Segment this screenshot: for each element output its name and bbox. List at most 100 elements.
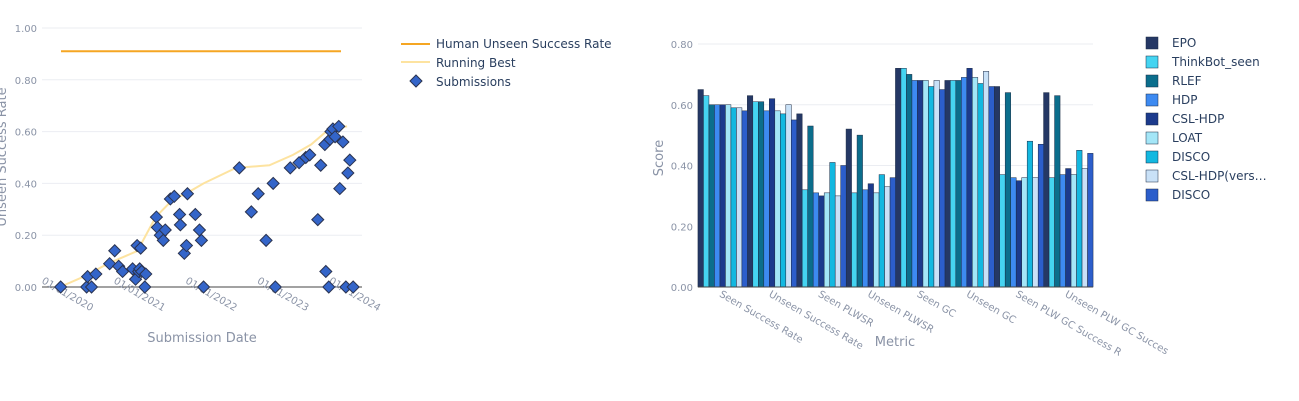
submission-point (259, 233, 273, 248)
bar (845, 128, 852, 288)
scatter-legend: Human Unseen Success Rate Running Best Sub… (401, 37, 612, 89)
x-tick-label: Seen Success Rate (717, 289, 804, 346)
bar (823, 192, 830, 288)
submission-point (194, 233, 209, 248)
bar (878, 174, 885, 288)
legend-label-human: Human Unseen Success Rate (436, 37, 612, 51)
submission-point (303, 148, 317, 162)
submission-point (179, 238, 194, 253)
bar (983, 71, 990, 288)
bar (950, 80, 957, 288)
bar (769, 98, 776, 288)
bar (895, 68, 902, 288)
submission-point (102, 256, 117, 271)
bar (1015, 180, 1022, 288)
bar (697, 89, 704, 288)
bar (758, 101, 765, 288)
submission-point (89, 267, 103, 281)
bar (911, 80, 918, 288)
x-tick-label: Unseen Success Rate (767, 289, 865, 352)
legend-swatch (1145, 36, 1159, 50)
bar (1010, 177, 1017, 288)
submission-point (158, 223, 172, 237)
legend-label-running-best: Running Best (436, 56, 516, 70)
bar (752, 101, 759, 288)
submission-point (332, 119, 346, 134)
legend-swatch (1145, 150, 1159, 164)
submission-point (192, 223, 207, 237)
submission-point (133, 241, 148, 255)
bar (1070, 174, 1077, 288)
y-tick-label: 0.80 (671, 40, 693, 51)
submission-point (341, 166, 355, 180)
bar (1043, 92, 1050, 288)
x-tick-label: 01/01/2024 (327, 276, 382, 314)
bar (999, 174, 1006, 288)
x-tick-label: 01/01/2023 (255, 276, 310, 314)
y-tick-label: 0.00 (15, 283, 37, 294)
bar (834, 195, 841, 288)
bar (939, 89, 946, 288)
submission-point (232, 161, 247, 175)
legend-swatch (1145, 169, 1159, 183)
bar (988, 86, 995, 288)
submission-point (139, 267, 153, 281)
x-tick-label: Unseen GC (964, 289, 1018, 326)
bar (972, 77, 979, 288)
legend-label: DISCO (1172, 150, 1210, 164)
legend-label: DISCO (1172, 188, 1210, 202)
bar (1081, 168, 1088, 288)
submission-point (333, 181, 347, 196)
submission-point (53, 280, 68, 294)
bar (801, 189, 808, 288)
bar (1054, 95, 1061, 288)
bar (818, 195, 825, 288)
bar (763, 110, 770, 288)
legend-label: EPO (1172, 36, 1196, 50)
y-tick-label: 0.20 (15, 231, 37, 242)
submission-point (268, 280, 283, 294)
y-axis-title: Unseen Success Rate (0, 87, 10, 226)
submission-point (173, 218, 188, 232)
y-tick-label: 0.60 (671, 101, 693, 112)
bar (906, 74, 913, 288)
bar (747, 95, 754, 288)
bar (829, 162, 836, 288)
y-tick-label: 0.80 (15, 76, 37, 87)
x-axis-title: Metric (875, 335, 915, 350)
submission-point (322, 280, 336, 294)
bar (840, 165, 847, 288)
bar (867, 183, 874, 288)
submission-point (177, 246, 192, 261)
bar (851, 192, 858, 288)
bar (736, 107, 743, 288)
bar (873, 192, 880, 288)
bar (944, 80, 951, 288)
submission-point (108, 244, 122, 258)
x-tick-label: Seen GC (915, 289, 958, 320)
bar (933, 80, 940, 288)
legend-label: RLEF (1172, 74, 1202, 88)
legend-label: HDP (1172, 93, 1198, 107)
bar (1076, 150, 1083, 288)
legend-swatch (1145, 131, 1159, 145)
bar (889, 177, 896, 288)
bar (917, 80, 924, 288)
bar (730, 107, 737, 288)
legend-swatch (1145, 74, 1159, 88)
bar (1087, 153, 1094, 288)
y-tick-label: 0.60 (15, 128, 37, 139)
bar (1037, 143, 1044, 288)
legend-label: ThinkBot_seen (1171, 55, 1260, 69)
y-tick-label: 0.40 (671, 162, 693, 173)
bar (900, 68, 907, 288)
bar (928, 86, 935, 288)
bar (993, 86, 1000, 288)
submission-point (244, 205, 259, 219)
submission-point (319, 264, 333, 279)
legend-label: CSL-HDP (1172, 112, 1224, 126)
bar (1032, 177, 1039, 288)
bar (1065, 168, 1072, 288)
y-axis-title: Score (652, 140, 667, 176)
